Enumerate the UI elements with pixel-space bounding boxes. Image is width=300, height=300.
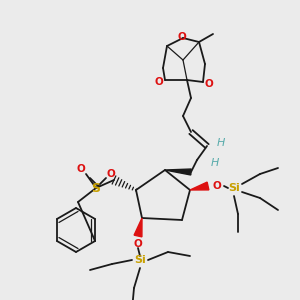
Polygon shape bbox=[165, 169, 191, 175]
Polygon shape bbox=[134, 218, 142, 237]
Text: O: O bbox=[205, 79, 213, 89]
Text: O: O bbox=[154, 77, 164, 87]
Polygon shape bbox=[190, 182, 209, 190]
Text: O: O bbox=[178, 32, 186, 42]
Text: Si: Si bbox=[228, 183, 240, 193]
Text: Si: Si bbox=[134, 255, 146, 265]
Text: H: H bbox=[211, 158, 219, 168]
Text: O: O bbox=[134, 239, 142, 249]
Text: O: O bbox=[76, 164, 85, 174]
Text: O: O bbox=[213, 181, 221, 191]
Text: S: S bbox=[92, 182, 100, 194]
Text: O: O bbox=[106, 169, 116, 179]
Text: H: H bbox=[217, 138, 225, 148]
